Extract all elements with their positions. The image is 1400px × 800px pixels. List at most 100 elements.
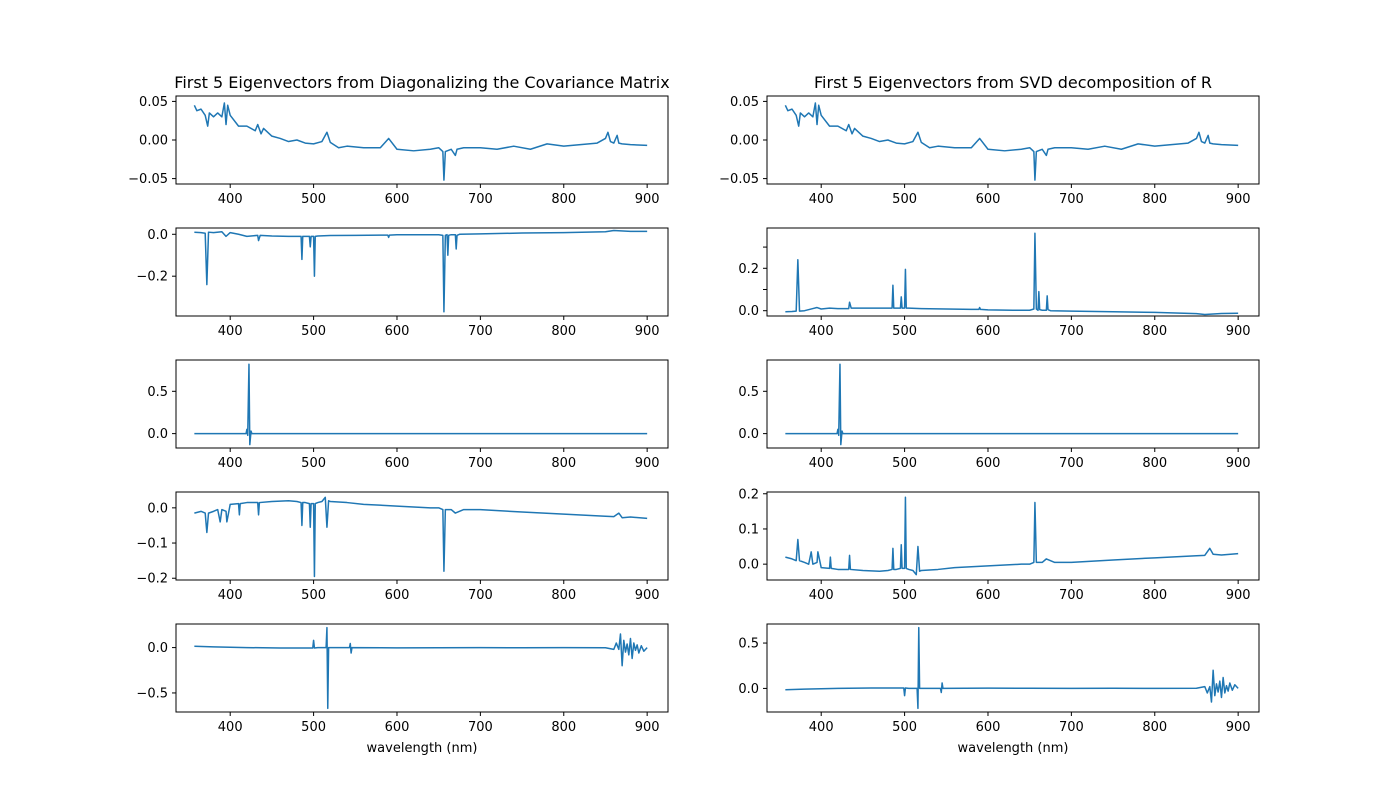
axes-frame <box>175 491 669 581</box>
y-tick-label: −0.2 <box>136 270 168 285</box>
y-tick-label: 0.0 <box>738 558 759 573</box>
x-tick-label: 700 <box>1059 192 1084 207</box>
x-tick-label: 800 <box>1142 456 1167 471</box>
x-tick-label: 800 <box>551 588 576 603</box>
x-tick-label: 900 <box>635 588 660 603</box>
axes-frame <box>766 623 1260 713</box>
axes-frame <box>766 491 1260 581</box>
y-tick-label: 0.2 <box>738 487 759 502</box>
y-tick-label: 0.5 <box>738 385 759 400</box>
x-axis-label: wavelength (nm) <box>958 741 1069 756</box>
eigenvector-line-5-left <box>194 626 648 710</box>
y-tick-label: 0.0 <box>147 641 168 656</box>
axes-frame <box>766 95 1260 185</box>
y-tick-label: −0.1 <box>136 537 168 552</box>
y-tick-label: −0.05 <box>128 172 168 187</box>
y-tick-label: 0.00 <box>139 134 168 149</box>
axes-frame <box>175 623 669 713</box>
x-tick-label: 400 <box>218 720 243 735</box>
x-tick-label: 400 <box>218 324 243 339</box>
subplot-1-left: 400 500 600 700 800 900 0.05 0.00 −0.05 First 5 E… <box>128 73 670 207</box>
axes-frame <box>175 359 669 449</box>
x-tick-label: 500 <box>892 192 917 207</box>
axes-frame <box>175 95 669 185</box>
x-tick-label: 800 <box>1142 192 1167 207</box>
y-tick-label: −0.5 <box>136 686 168 701</box>
x-tick-label: 500 <box>892 456 917 471</box>
x-tick-label: 600 <box>976 324 1001 339</box>
x-tick-label: 800 <box>1142 720 1167 735</box>
y-tick-label: 0.5 <box>147 385 168 400</box>
axes-frame <box>766 227 1260 317</box>
axes-frame <box>175 227 669 317</box>
x-tick-label: 600 <box>385 720 410 735</box>
subplot-5-left: 400 500 600 700 800 900 0.0 −0.5 wavelength (nm) <box>136 623 669 756</box>
y-tick-label: 0.0 <box>738 304 759 319</box>
y-tick-label: 0.05 <box>139 95 168 110</box>
x-tick-label: 700 <box>1059 456 1084 471</box>
y-tick-label: 0.0 <box>147 501 168 516</box>
subplot-title: First 5 Eigenvectors from Diagonalizing … <box>174 73 669 92</box>
eigenvector-line-2-left <box>194 229 648 313</box>
x-tick-label: 600 <box>976 192 1001 207</box>
eigenvector-line-3-right <box>785 363 1239 446</box>
x-tick-label: 500 <box>892 720 917 735</box>
x-tick-label: 600 <box>385 588 410 603</box>
x-tick-label: 400 <box>809 192 834 207</box>
x-tick-label: 900 <box>1226 192 1251 207</box>
x-axis-label: wavelength (nm) <box>367 741 478 756</box>
subplot-3-left: 400 500 600 700 800 900 0.0 0.5 <box>147 359 669 471</box>
x-tick-label: 700 <box>468 720 493 735</box>
x-tick-label: 900 <box>635 720 660 735</box>
y-tick-label: 0.00 <box>730 134 759 149</box>
x-tick-label: 700 <box>468 456 493 471</box>
x-tick-label: 400 <box>218 192 243 207</box>
y-tick-label: 0.0 <box>738 682 759 697</box>
eigenvector-line-4-right <box>785 496 1239 576</box>
y-tick-label: −0.2 <box>136 572 168 587</box>
x-tick-label: 700 <box>468 324 493 339</box>
x-tick-label: 800 <box>1142 588 1167 603</box>
x-tick-label: 700 <box>1059 720 1084 735</box>
x-tick-label: 500 <box>892 588 917 603</box>
subplot-4-right: 400 500 600 700 800 900 0.0 0.1 0.2 <box>738 487 1260 603</box>
x-tick-label: 500 <box>301 324 326 339</box>
y-tick-label: 0.0 <box>738 427 759 442</box>
x-tick-label: 600 <box>976 588 1001 603</box>
y-tick-label: 0.0 <box>147 228 168 243</box>
subplot-5-right: 400 500 600 700 800 900 0.0 0.5 wavelength (nm) <box>738 623 1260 756</box>
x-tick-label: 800 <box>551 456 576 471</box>
subplot-2-right: 400 500 600 700 800 900 0.0 0.2 <box>738 227 1260 339</box>
x-tick-label: 500 <box>892 324 917 339</box>
x-tick-label: 900 <box>635 324 660 339</box>
x-tick-label: 400 <box>809 588 834 603</box>
y-tick-label: −0.05 <box>719 172 759 187</box>
x-tick-label: 800 <box>551 324 576 339</box>
x-tick-label: 800 <box>551 192 576 207</box>
x-tick-label: 500 <box>301 720 326 735</box>
x-tick-label: 600 <box>385 324 410 339</box>
x-tick-label: 400 <box>218 588 243 603</box>
x-tick-label: 900 <box>1226 588 1251 603</box>
x-tick-label: 900 <box>1226 720 1251 735</box>
x-tick-label: 400 <box>809 720 834 735</box>
y-tick-label: 0.5 <box>738 637 759 652</box>
subplot-title: First 5 Eigenvectors from SVD decomposit… <box>814 73 1212 92</box>
subplot-3-right: 400 500 600 700 800 900 0.0 0.5 <box>738 359 1260 471</box>
y-tick-label: 0.0 <box>147 427 168 442</box>
eigenvector-line-1-right <box>784 102 1239 181</box>
y-tick-label: 0.1 <box>738 522 759 537</box>
x-tick-label: 500 <box>301 588 326 603</box>
x-tick-label: 400 <box>218 456 243 471</box>
x-tick-label: 400 <box>809 324 834 339</box>
x-tick-label: 800 <box>1142 324 1167 339</box>
x-tick-label: 600 <box>976 720 1001 735</box>
x-tick-label: 400 <box>809 456 834 471</box>
x-tick-label: 800 <box>551 720 576 735</box>
x-tick-label: 700 <box>1059 588 1084 603</box>
x-tick-label: 900 <box>1226 324 1251 339</box>
eigenvector-line-2-right <box>785 232 1239 316</box>
eigenvector-line-5-right <box>785 626 1239 710</box>
y-tick-label: 0.2 <box>738 262 759 277</box>
subplot-4-left: 400 500 600 700 800 900 0.0 −0.1 −0.2 <box>136 491 669 603</box>
